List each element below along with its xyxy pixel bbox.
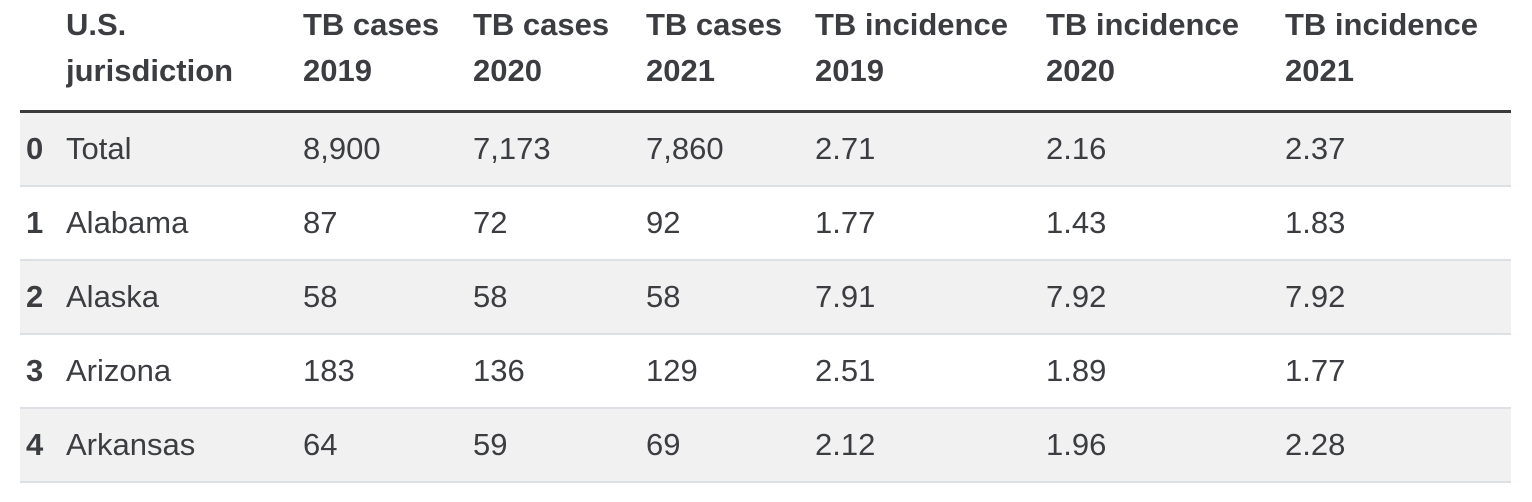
cell-tb-incidence-2019: 1.77 [815,186,1046,261]
cell-tb-incidence-2019: 7.91 [815,260,1046,335]
row-index: 4 [20,408,66,483]
cell-tb-cases-2021: 69 [646,408,815,483]
cell-tb-cases-2020: 72 [473,186,646,261]
tb-data-table: U.S. jurisdiction TB cases 2019 TB cases… [20,0,1511,483]
cell-tb-cases-2019: 8,900 [303,111,473,187]
column-header-tb-cases-2021: TB cases 2021 [646,0,815,113]
table-row: 1 Alabama 87 72 92 1.77 1.43 1.83 [20,186,1511,261]
cell-tb-cases-2020: 59 [473,408,646,483]
cell-tb-incidence-2020: 1.96 [1046,408,1285,483]
cell-tb-cases-2021: 7,860 [646,111,815,187]
cell-jurisdiction: Total [66,111,303,187]
cell-tb-cases-2019: 58 [303,260,473,335]
cell-tb-cases-2019: 183 [303,334,473,409]
cell-tb-incidence-2019: 2.51 [815,334,1046,409]
column-header-tb-cases-2019: TB cases 2019 [303,0,473,113]
row-index: 0 [20,111,66,187]
cell-jurisdiction: Alabama [66,186,303,261]
cell-tb-cases-2020: 58 [473,260,646,335]
cell-tb-cases-2019: 64 [303,408,473,483]
cell-tb-incidence-2021: 2.37 [1285,111,1511,187]
cell-tb-incidence-2021: 7.92 [1285,260,1511,335]
table-row: 0 Total 8,900 7,173 7,860 2.71 2.16 2.37 [20,111,1511,187]
column-header-tb-incidence-2019: TB incidence 2019 [815,0,1046,113]
table-row: 2 Alaska 58 58 58 7.91 7.92 7.92 [20,260,1511,335]
row-index: 1 [20,186,66,261]
row-index: 2 [20,260,66,335]
table-header: U.S. jurisdiction TB cases 2019 TB cases… [20,0,1511,113]
cell-tb-incidence-2020: 7.92 [1046,260,1285,335]
cell-tb-cases-2021: 129 [646,334,815,409]
cell-tb-incidence-2019: 2.71 [815,111,1046,187]
column-header-us-jurisdiction: U.S. jurisdiction [66,0,303,113]
table-body: 0 Total 8,900 7,173 7,860 2.71 2.16 2.37… [20,111,1511,483]
cell-tb-incidence-2021: 1.77 [1285,334,1511,409]
table-row: 3 Arizona 183 136 129 2.51 1.89 1.77 [20,334,1511,409]
header-row: U.S. jurisdiction TB cases 2019 TB cases… [20,0,1511,113]
table-row: 4 Arkansas 64 59 69 2.12 1.96 2.28 [20,408,1511,483]
cell-tb-incidence-2021: 2.28 [1285,408,1511,483]
cell-tb-cases-2021: 92 [646,186,815,261]
cell-jurisdiction: Arizona [66,334,303,409]
cell-tb-cases-2020: 136 [473,334,646,409]
cell-tb-cases-2019: 87 [303,186,473,261]
cell-tb-incidence-2019: 2.12 [815,408,1046,483]
index-column-header [20,0,66,113]
column-header-tb-incidence-2021: TB incidence 2021 [1285,0,1511,113]
row-index: 3 [20,334,66,409]
cell-tb-cases-2020: 7,173 [473,111,646,187]
cell-jurisdiction: Alaska [66,260,303,335]
cell-tb-incidence-2020: 2.16 [1046,111,1285,187]
cell-tb-incidence-2020: 1.43 [1046,186,1285,261]
column-header-tb-incidence-2020: TB incidence 2020 [1046,0,1285,113]
cell-jurisdiction: Arkansas [66,408,303,483]
column-header-tb-cases-2020: TB cases 2020 [473,0,646,113]
cell-tb-cases-2021: 58 [646,260,815,335]
cell-tb-incidence-2020: 1.89 [1046,334,1285,409]
cell-tb-incidence-2021: 1.83 [1285,186,1511,261]
